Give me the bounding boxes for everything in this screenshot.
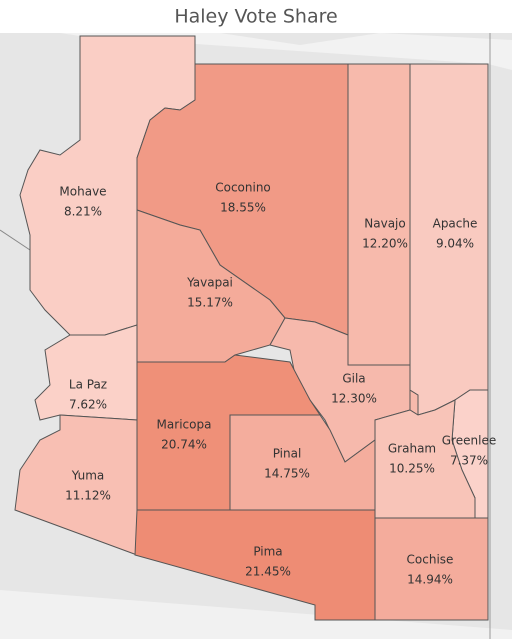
county-name: La Paz (69, 378, 107, 392)
county-name: Mohave (59, 185, 106, 199)
county-name: Greenlee (442, 434, 496, 448)
county-name: Pinal (273, 447, 302, 461)
map-title: Haley Vote Share (174, 6, 337, 28)
county-value: 10.25% (389, 462, 435, 476)
county-name: Yavapai (186, 276, 233, 290)
county (14, 414, 138, 556)
county-value: 8.21% (64, 205, 102, 219)
county-name: Navajo (364, 217, 405, 231)
counties (14, 35, 489, 621)
county-name: Graham (388, 442, 436, 456)
terrain (0, 590, 512, 639)
county-name: Yuma (71, 469, 105, 483)
county-value: 9.04% (436, 237, 474, 251)
county-value: 11.12% (65, 489, 111, 503)
county (374, 517, 489, 621)
county (34, 324, 138, 421)
county-value: 14.94% (407, 573, 453, 587)
county-name: Coconino (215, 181, 271, 195)
county-name: Pima (253, 545, 282, 559)
county-value: 14.75% (264, 467, 310, 481)
county-name: Apache (433, 217, 478, 231)
county-name: Cochise (407, 553, 454, 567)
county-value: 7.62% (69, 398, 107, 412)
county-value: 20.74% (161, 438, 207, 452)
county-value: 12.20% (362, 237, 408, 251)
county-value: 7.37% (450, 454, 488, 468)
county-value: 15.17% (187, 296, 233, 310)
labels: Mohave 8.21% Coconino 18.55% Navajo 12.20% Apa… (59, 181, 496, 587)
county-value: 12.30% (331, 392, 377, 406)
border-line (0, 229, 31, 251)
county (134, 509, 376, 621)
county-value: 18.55% (220, 201, 266, 215)
county-name: Gila (342, 372, 365, 386)
county-name: Maricopa (157, 418, 212, 432)
county-value: 21.45% (245, 565, 291, 579)
